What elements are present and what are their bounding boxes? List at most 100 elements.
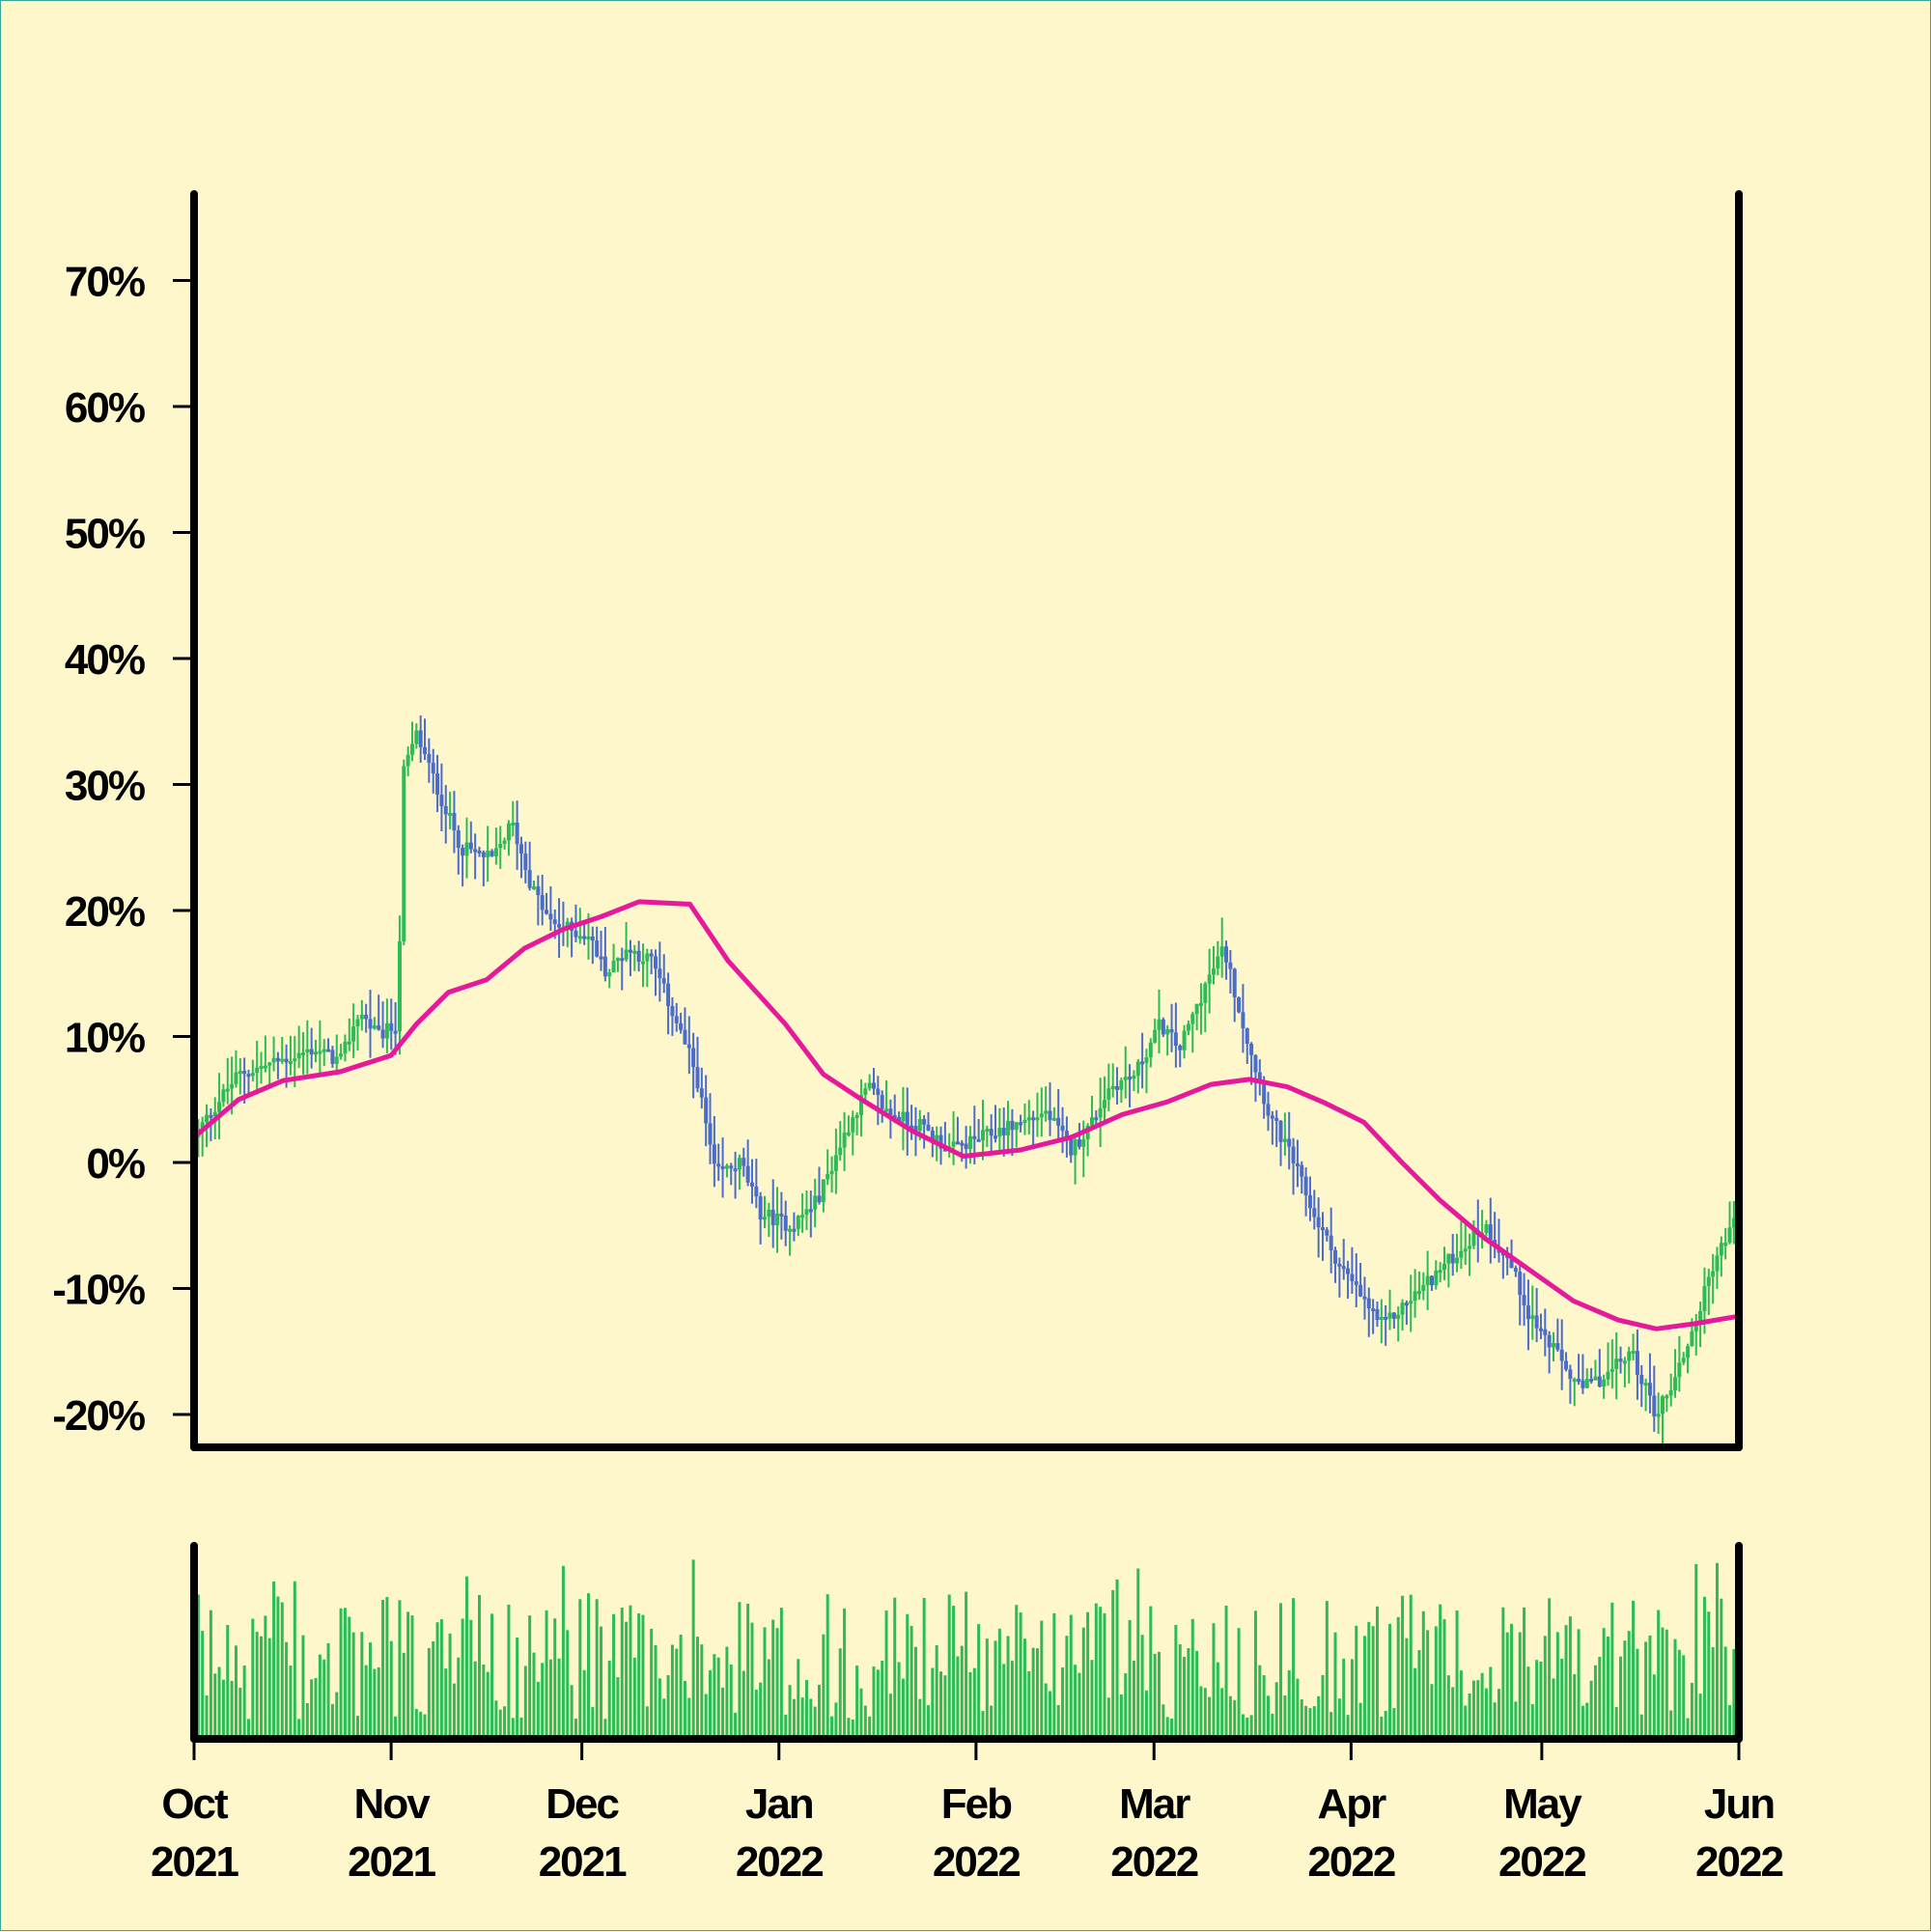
x-tick-label-month: Nov: [354, 1780, 432, 1828]
candle-body: [1203, 983, 1208, 1003]
candle-body: [661, 978, 666, 984]
volume-bar: [1720, 1598, 1723, 1739]
candle-body: [704, 1097, 709, 1124]
candle-body: [1559, 1349, 1564, 1361]
candle-body: [783, 1215, 788, 1231]
candle-body: [960, 1142, 965, 1146]
x-tick-label-month: Mar: [1119, 1780, 1190, 1828]
candle-body: [1488, 1224, 1493, 1241]
candle-body: [683, 1029, 687, 1045]
volume-bar: [1392, 1708, 1396, 1739]
volume-bar: [394, 1716, 398, 1739]
candle-body: [1647, 1383, 1652, 1396]
volume-bar: [1279, 1603, 1283, 1739]
volume-bar: [792, 1698, 796, 1739]
candle-body: [910, 1125, 914, 1129]
candle-body: [758, 1196, 763, 1220]
candle-body: [1051, 1117, 1056, 1121]
volume-bar: [1183, 1657, 1187, 1739]
volume-bar: [1510, 1623, 1514, 1739]
volume-bar: [881, 1660, 884, 1739]
volume-bar: [377, 1666, 380, 1739]
candle-body: [670, 1006, 675, 1017]
candle-body: [230, 1083, 235, 1089]
candle-body: [280, 1058, 285, 1062]
candle-body: [486, 851, 490, 857]
candle-body: [884, 1108, 889, 1112]
volume-bar: [1627, 1631, 1631, 1739]
candle-body: [423, 746, 428, 754]
candle-body: [654, 956, 658, 969]
candle-body: [318, 1050, 322, 1054]
volume-bar: [1518, 1632, 1522, 1739]
volume-bar: [1149, 1606, 1153, 1739]
volume-bar: [1158, 1651, 1161, 1739]
volume-bar: [650, 1628, 654, 1739]
volume-bar: [859, 1688, 863, 1739]
candle-body: [1455, 1257, 1460, 1264]
candle-body: [427, 753, 432, 764]
volume-bar: [586, 1593, 590, 1739]
candle-body: [506, 823, 511, 841]
candle-body: [967, 1135, 972, 1150]
volume-bar: [293, 1581, 296, 1739]
candle-body: [1459, 1250, 1464, 1258]
volume-bar: [901, 1678, 905, 1739]
candle-body: [1555, 1343, 1560, 1350]
candle-body: [872, 1082, 876, 1089]
volume-bar: [691, 1559, 695, 1739]
volume-bar: [834, 1702, 838, 1739]
volume-bar: [1081, 1627, 1085, 1739]
candle-body: [602, 956, 607, 977]
volume-bar: [444, 1668, 448, 1739]
volume-bar: [1052, 1612, 1056, 1739]
volume-bar: [818, 1684, 822, 1739]
volume-bar: [1245, 1717, 1249, 1739]
candle-body: [1069, 1137, 1074, 1156]
volume-bar: [1417, 1650, 1421, 1739]
candle-body: [1643, 1383, 1648, 1386]
volume-bar: [1216, 1662, 1219, 1739]
candle-body: [595, 940, 600, 957]
volume-bar: [804, 1680, 808, 1739]
candle-body: [368, 1019, 373, 1029]
candle-body: [1207, 974, 1212, 984]
volume-bar: [926, 1705, 930, 1739]
candle-body: [1295, 1162, 1300, 1166]
candle-body: [905, 1111, 910, 1126]
volume-bar: [482, 1664, 486, 1739]
candle-body: [431, 763, 435, 774]
volume-bar: [448, 1633, 452, 1739]
volume-bar: [1501, 1607, 1505, 1739]
candle-body: [1421, 1284, 1426, 1292]
x-tick-label-year: 2021: [348, 1838, 435, 1886]
candle-body: [993, 1135, 998, 1139]
candle-body: [1606, 1371, 1610, 1380]
volume-bar: [1099, 1607, 1103, 1739]
volume-bar: [1170, 1718, 1174, 1739]
volume-bar: [1426, 1630, 1430, 1739]
volume-bar: [1262, 1674, 1266, 1739]
candle-body: [527, 870, 532, 888]
candle-body: [548, 913, 553, 920]
volume-bar: [1514, 1701, 1518, 1739]
volume-bar: [1657, 1610, 1661, 1739]
candle-body: [481, 852, 486, 857]
volume-bar: [318, 1654, 322, 1739]
candle-body: [452, 812, 457, 831]
volume-bar: [419, 1711, 423, 1739]
volume-bar: [473, 1661, 477, 1739]
candle-body: [1568, 1369, 1573, 1380]
candle-body: [217, 1102, 222, 1112]
volume-bar: [432, 1640, 435, 1739]
volume-bar: [221, 1679, 225, 1739]
candle-body: [1098, 1107, 1103, 1118]
candle-body: [343, 1041, 348, 1054]
volume-bar: [389, 1640, 393, 1739]
candle-body: [842, 1133, 847, 1148]
candle-body: [699, 1088, 704, 1098]
candle-body: [1534, 1315, 1539, 1329]
candle-body: [1060, 1125, 1065, 1132]
candle-body: [1711, 1271, 1716, 1277]
candle-body: [695, 1067, 700, 1089]
